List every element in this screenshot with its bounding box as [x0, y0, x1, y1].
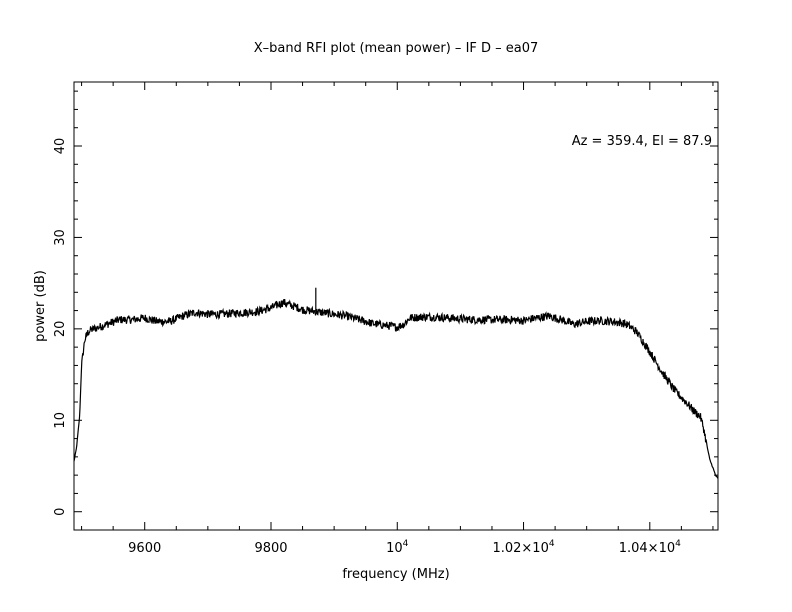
y-axis-label: power (dB): [33, 270, 48, 342]
az-el-annotation: Az = 359.4, El = 87.9: [572, 134, 712, 149]
axis-ticks: [74, 82, 718, 530]
x-tick-label: 9600: [128, 541, 161, 556]
y-tick-label: 10: [53, 412, 68, 429]
plot-frame: [73, 81, 719, 531]
x-tick-label: 1.04×104: [619, 539, 681, 556]
y-tick-label: 40: [53, 138, 68, 155]
tick-labels: 9600 9800 104 1.02×104 1.04×104 0 10 20 30 40: [53, 138, 681, 556]
y-tick-label: 0: [53, 508, 68, 516]
x-axis-label: frequency (MHz): [342, 567, 449, 582]
chart-title: X–band RFI plot (mean power) – IF D – ea…: [254, 41, 539, 56]
x-tick-label: 9800: [254, 541, 287, 556]
series-group: [73, 287, 719, 479]
y-tick-label: 30: [53, 229, 68, 246]
x-tick-label: 104: [386, 539, 409, 556]
series-line: [73, 298, 719, 479]
x-tick-label: 1.02×104: [492, 539, 554, 556]
y-tick-label: 20: [53, 321, 68, 338]
